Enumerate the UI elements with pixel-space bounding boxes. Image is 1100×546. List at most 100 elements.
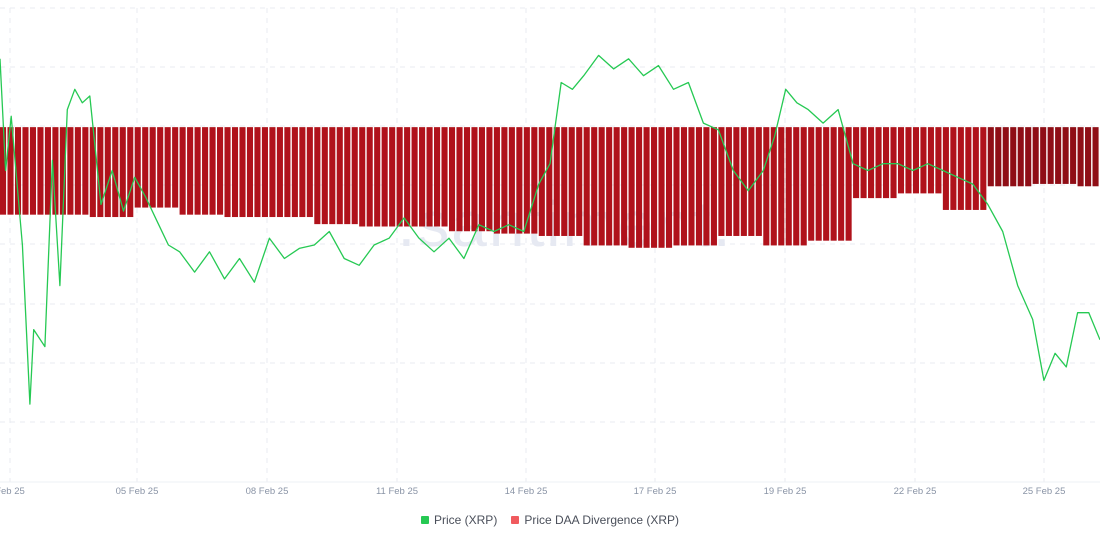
divergence-bar	[1062, 127, 1069, 184]
divergence-bar	[224, 127, 231, 218]
x-tick-label: 17 Feb 25	[634, 486, 677, 497]
divergence-bar	[187, 127, 194, 215]
divergence-bar	[194, 127, 201, 215]
divergence-bar	[89, 127, 96, 218]
divergence-bar	[366, 127, 373, 227]
legend-item-price[interactable]: Price (XRP)	[420, 513, 497, 527]
divergence-bar	[7, 127, 14, 215]
divergence-bar	[381, 127, 388, 227]
divergence-bar	[164, 127, 171, 208]
divergence-bar	[231, 127, 239, 218]
x-tick-label: 14 Feb 25	[505, 486, 548, 497]
divergence-bar	[665, 127, 673, 248]
divergence-bar	[733, 127, 740, 236]
divergence-bar	[1092, 127, 1099, 187]
divergence-bar	[793, 127, 800, 246]
divergence-bar	[14, 127, 22, 215]
divergence-bar	[785, 127, 792, 246]
divergence-bar	[897, 127, 905, 194]
divergence-bar	[44, 127, 51, 215]
divergence-bar	[553, 127, 560, 236]
divergence-bar	[695, 127, 702, 246]
divergence-bar	[718, 127, 725, 236]
divergence-bar	[815, 127, 822, 241]
divergence-bar	[987, 127, 994, 187]
divergence-bar	[134, 127, 141, 208]
divergence-bar	[149, 127, 156, 208]
divergence-bar	[643, 127, 650, 248]
divergence-bar	[538, 127, 545, 236]
x-tick-label: 25 Feb 25	[1023, 486, 1066, 497]
divergence-bar	[336, 127, 343, 225]
divergence-bar	[179, 127, 186, 215]
divergence-bar	[523, 127, 530, 234]
divergence-bar	[434, 127, 441, 227]
divergence-bar	[740, 127, 747, 236]
divergence-bar	[613, 127, 620, 246]
divergence-bar	[980, 127, 987, 210]
divergence-bar	[890, 127, 897, 199]
divergence-bar	[965, 127, 972, 210]
divergence-bar	[411, 127, 418, 227]
divergence-bar	[82, 127, 89, 215]
divergence-bar	[67, 127, 74, 215]
divergence-bar	[291, 127, 298, 218]
chart-legend: Price (XRP) Price DAA Divergence (XRP)	[0, 510, 1100, 530]
legend-item-divergence[interactable]: Price DAA Divergence (XRP)	[511, 513, 679, 527]
divergence-bar	[314, 127, 321, 225]
divergence-bar	[636, 127, 643, 248]
divergence-bar	[1032, 127, 1039, 184]
divergence-bar	[478, 127, 485, 232]
divergence-bar	[546, 127, 553, 236]
divergence-bar	[1025, 127, 1032, 187]
divergence-bar	[882, 127, 890, 199]
divergence-bar	[374, 127, 381, 227]
divergence-bar	[808, 127, 815, 241]
divergence-bar	[404, 127, 411, 227]
divergence-bar	[172, 127, 179, 208]
divergence-bar	[1017, 127, 1024, 187]
divergence-bar	[853, 127, 860, 199]
x-tick-label: 22 Feb 25	[894, 486, 937, 497]
legend-swatch-divergence	[511, 516, 520, 524]
divergence-bar	[419, 127, 426, 227]
divergence-bar	[254, 127, 261, 218]
x-tick-label: Feb 25	[0, 486, 25, 497]
divergence-bar	[1047, 127, 1054, 184]
divergence-bar	[471, 127, 478, 232]
divergence-bar	[52, 127, 59, 215]
divergence-bar	[239, 127, 246, 218]
divergence-bar	[1085, 127, 1092, 187]
divergence-bar	[119, 127, 126, 218]
divergence-bar	[598, 127, 605, 246]
divergence-bar	[703, 127, 710, 246]
divergence-bar	[486, 127, 493, 232]
divergence-bar	[680, 127, 688, 246]
divergence-bar	[658, 127, 665, 248]
divergence-bar	[157, 127, 164, 208]
divergence-bar	[306, 127, 313, 218]
divergence-bar	[508, 127, 515, 234]
x-axis: Feb 25 05 Feb 25 08 Feb 25 11 Feb 25 14 Feb …	[0, 481, 1100, 497]
divergence-bar	[823, 127, 830, 241]
divergence-bar	[673, 127, 680, 246]
divergence-bar	[396, 127, 403, 227]
divergence-bar	[142, 127, 149, 208]
divergence-bar	[830, 127, 837, 241]
divergence-bar	[1002, 127, 1009, 187]
divergence-bar	[389, 127, 396, 227]
price-line-layer	[0, 54, 1100, 405]
x-tick-label: 11 Feb 25	[376, 486, 418, 497]
divergence-bar	[74, 127, 81, 215]
price-line	[0, 54, 1100, 405]
divergence-bar	[576, 127, 583, 236]
divergence-bar	[441, 127, 448, 227]
divergence-bar	[770, 127, 777, 246]
divergence-bar	[912, 127, 920, 194]
divergence-bar	[950, 127, 957, 210]
divergence-bar	[329, 127, 336, 225]
divergence-bar	[344, 127, 351, 225]
divergence-bar	[299, 127, 306, 218]
divergence-bar	[568, 127, 575, 236]
